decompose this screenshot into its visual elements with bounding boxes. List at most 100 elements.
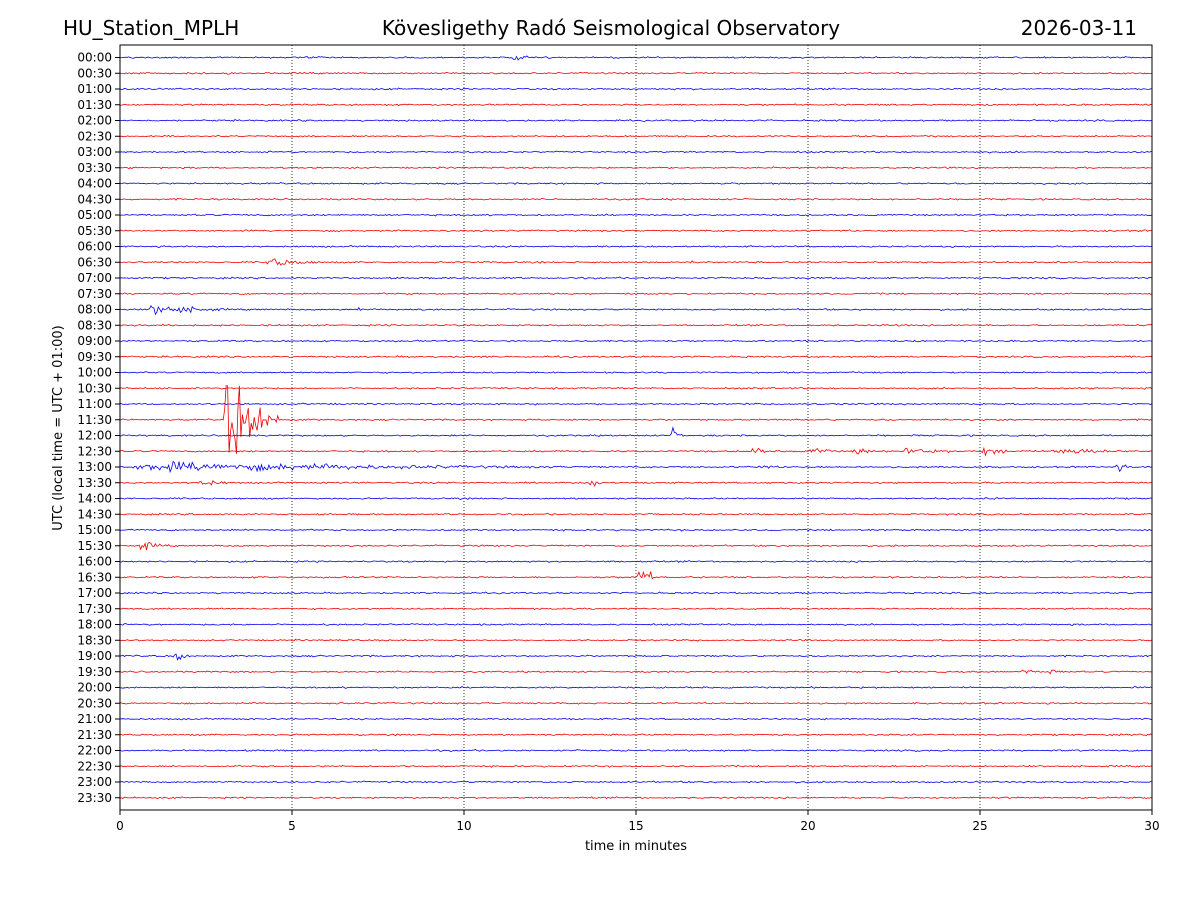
trace-0400 — [119, 182, 1153, 186]
row-label: 12:30 — [77, 444, 112, 458]
trace-0230 — [119, 134, 1153, 138]
trace-2000 — [119, 686, 1153, 690]
row-label: 18:30 — [77, 633, 112, 647]
row-label: 01:30 — [77, 98, 112, 112]
trace-0730 — [119, 292, 1153, 296]
x-tick-label: 5 — [288, 819, 296, 833]
trace-0000 — [119, 55, 1153, 61]
trace-1600 — [119, 560, 1153, 563]
row-label: 03:00 — [77, 145, 112, 159]
trace-2100 — [119, 717, 1153, 721]
x-tick-label: 15 — [628, 819, 643, 833]
trace-1800 — [119, 622, 1153, 626]
trace-1900 — [119, 653, 1153, 661]
trace-0330 — [119, 166, 1152, 170]
chart-date: 2026-03-11 — [1021, 16, 1137, 40]
row-label: 20:00 — [77, 681, 112, 695]
trace-0530 — [119, 229, 1153, 233]
x-axis-label: time in minutes — [585, 839, 687, 854]
trace-1430 — [119, 512, 1153, 516]
row-label: 14:00 — [77, 492, 112, 506]
row-label: 20:30 — [77, 696, 112, 710]
row-label: 15:00 — [77, 523, 112, 537]
chart-title: Kövesligethy Radó Seismological Observat… — [382, 16, 840, 40]
trace-0030 — [119, 71, 1152, 75]
row-label: 04:30 — [77, 192, 112, 206]
trace-1630 — [119, 570, 1153, 580]
x-tick-label: 0 — [116, 819, 124, 833]
trace-1230 — [119, 446, 1153, 457]
row-label: 06:30 — [77, 255, 112, 269]
row-label: 07:00 — [77, 271, 112, 285]
trace-0700 — [119, 276, 1153, 280]
row-label: 18:00 — [77, 618, 112, 632]
trace-1130 — [119, 385, 1153, 454]
x-ticks: 0 5 10 15 20 25 30 — [116, 810, 1160, 833]
row-label: 06:00 — [77, 240, 112, 254]
row-label: 08:30 — [77, 318, 112, 332]
row-label: 17:30 — [77, 602, 112, 616]
station-name: HU_Station_MPLH — [63, 16, 239, 40]
row-label: 13:00 — [77, 460, 112, 474]
trace-0100 — [119, 87, 1153, 91]
row-label: 11:00 — [77, 397, 112, 411]
trace-lines — [119, 55, 1153, 800]
trace-2300 — [119, 780, 1153, 784]
trace-1400 — [119, 497, 1153, 501]
row-label: 11:30 — [77, 413, 112, 427]
trace-1100 — [119, 402, 1153, 406]
trace-0430 — [119, 197, 1153, 201]
x-tick-label: 10 — [456, 819, 471, 833]
trace-1530 — [119, 542, 1153, 551]
row-label: 07:30 — [77, 287, 112, 301]
row-label: 00:30 — [77, 66, 112, 80]
trace-0300 — [119, 150, 1153, 154]
trace-1500 — [119, 528, 1153, 532]
row-label: 05:00 — [77, 208, 112, 222]
vertical-gridlines — [291, 45, 981, 810]
row-label: 22:30 — [77, 759, 112, 773]
y-axis-label: UTC (local time = UTC + 01:00) — [51, 325, 66, 530]
trace-2200 — [119, 749, 1152, 752]
trace-1030 — [119, 386, 1153, 390]
row-label: 21:00 — [77, 712, 112, 726]
row-label: 00:00 — [77, 51, 112, 65]
trace-1700 — [119, 591, 1153, 595]
row-label: 19:30 — [77, 665, 112, 679]
trace-1830 — [119, 638, 1153, 642]
row-label: 02:30 — [77, 129, 112, 143]
row-label: 16:30 — [77, 570, 112, 584]
trace-2230 — [119, 764, 1153, 768]
trace-2030 — [119, 701, 1153, 705]
row-label: 13:30 — [77, 476, 112, 490]
row-label: 05:30 — [77, 224, 112, 238]
row-label: 17:00 — [77, 586, 112, 600]
row-label: 23:00 — [77, 775, 112, 789]
x-tick-label: 30 — [1144, 819, 1159, 833]
trace-0200 — [120, 118, 1153, 122]
trace-1730 — [119, 607, 1153, 611]
row-label: 01:00 — [77, 82, 112, 96]
trace-1300 — [119, 460, 1153, 474]
trace-0500 — [119, 213, 1153, 217]
row-label: 12:00 — [77, 429, 112, 443]
trace-1000 — [120, 371, 1153, 374]
trace-1330 — [119, 480, 1153, 487]
row-label: 16:00 — [77, 555, 112, 569]
trace-0130 — [119, 103, 1153, 107]
row-label: 19:00 — [77, 649, 112, 663]
row-label: 15:30 — [77, 539, 112, 553]
trace-0930 — [119, 355, 1153, 359]
row-label: 14:30 — [77, 507, 112, 521]
row-label: 10:00 — [77, 366, 112, 380]
x-tick-label: 25 — [972, 819, 987, 833]
trace-0830 — [119, 323, 1153, 327]
row-label: 09:00 — [77, 334, 112, 348]
row-label: 23:30 — [77, 791, 112, 805]
plot-frame — [119, 44, 1153, 811]
x-tick-label: 20 — [800, 819, 815, 833]
trace-0600 — [119, 245, 1153, 248]
trace-0800 — [119, 305, 1153, 316]
